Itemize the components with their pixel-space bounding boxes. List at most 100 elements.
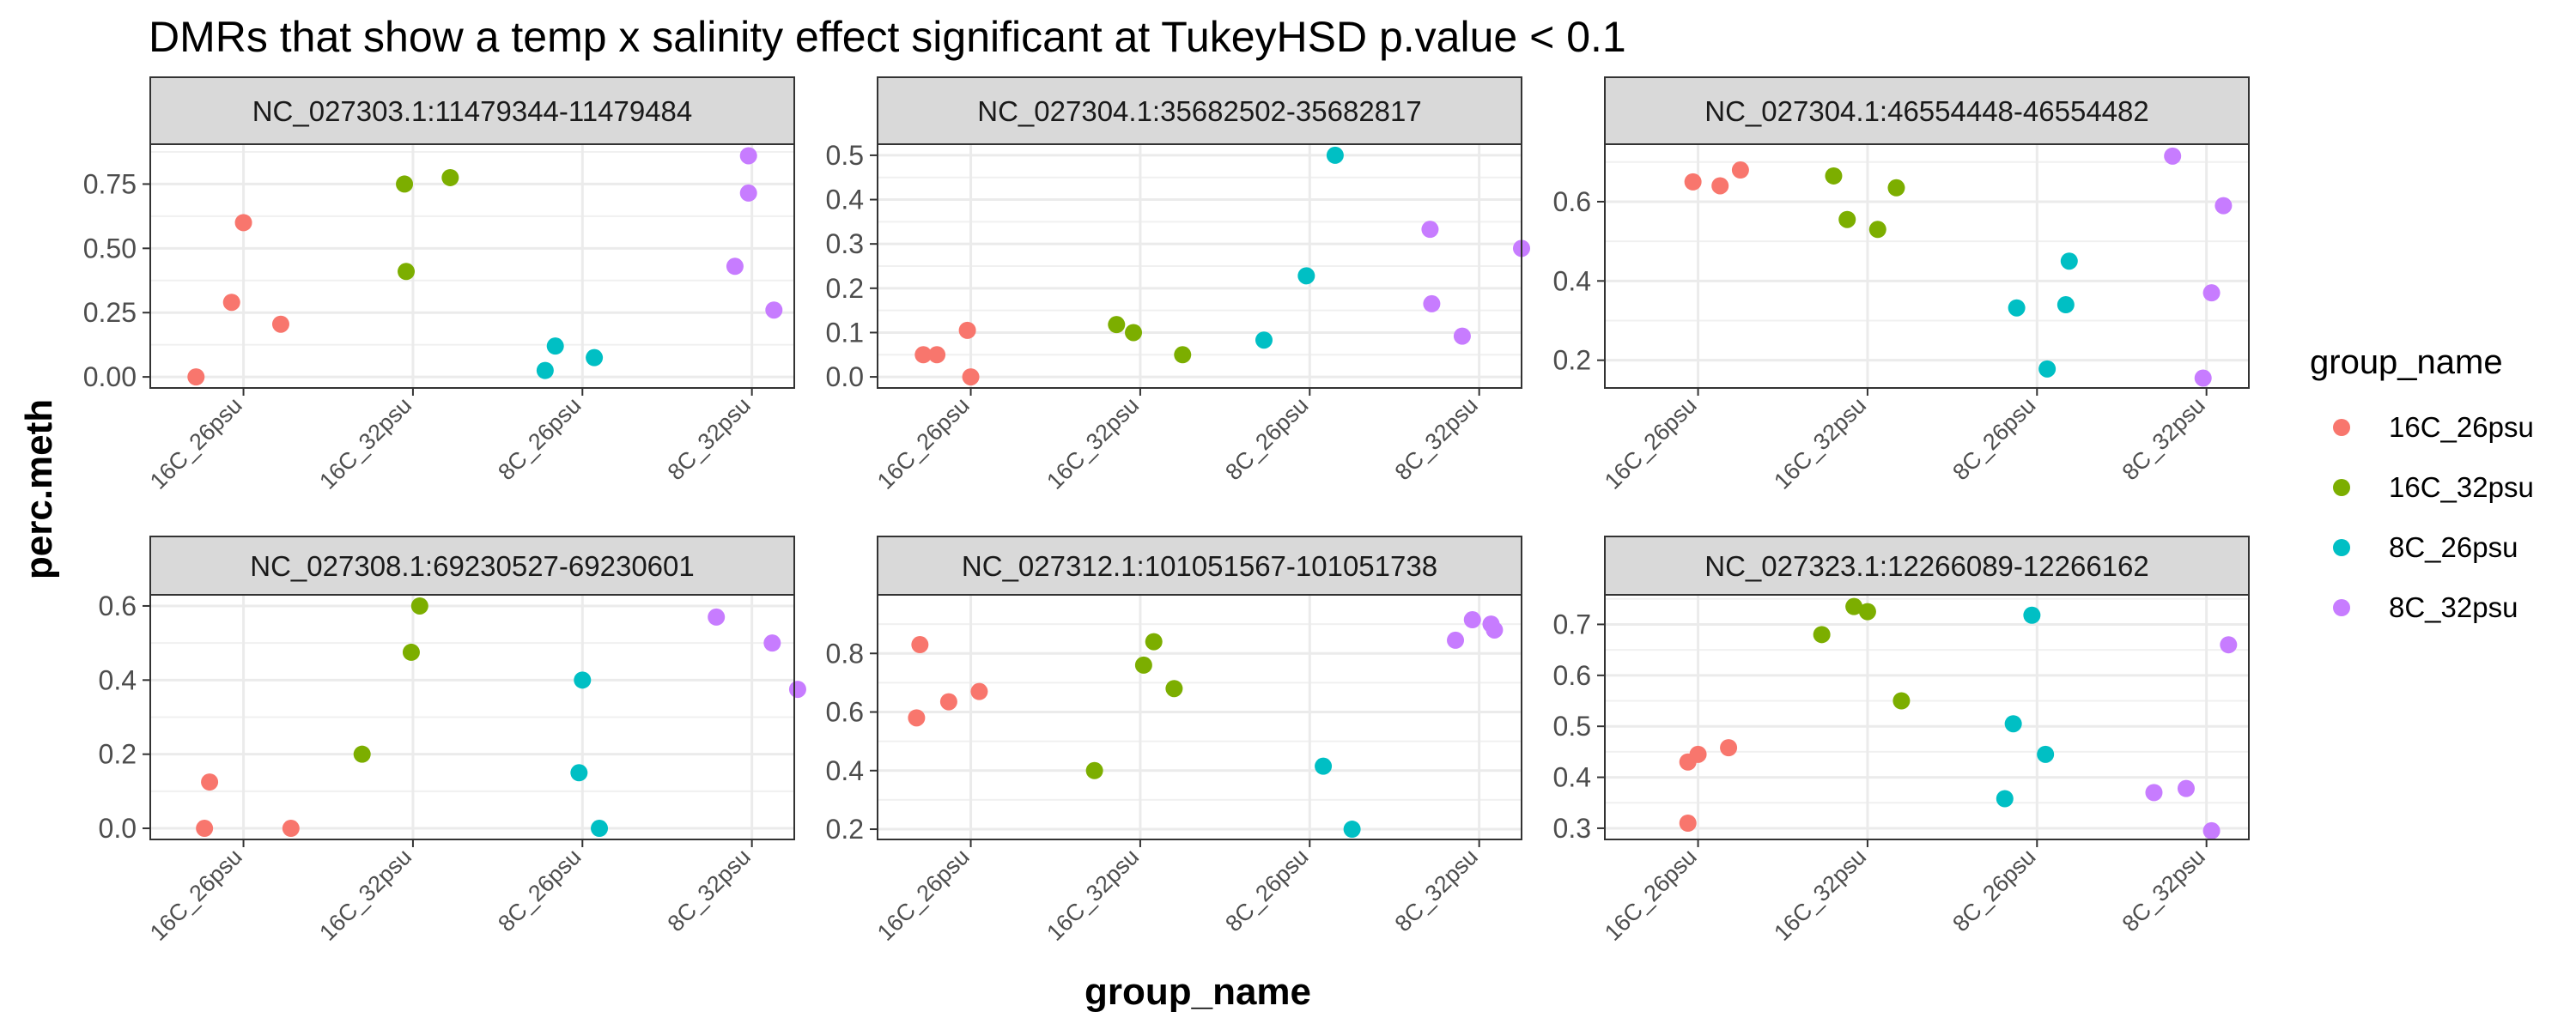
data-point — [196, 820, 214, 838]
data-point — [1453, 327, 1471, 345]
data-point — [1447, 631, 1465, 649]
data-point — [586, 348, 604, 367]
y-tick-label: 0.0 — [99, 813, 137, 844]
data-point — [1343, 821, 1361, 839]
facet-strip-title: NC_027308.1:69230527-69230601 — [250, 550, 694, 582]
y-tick-label: 0.4 — [1553, 265, 1591, 296]
data-point — [1813, 626, 1831, 644]
facet-strip-title: NC_027304.1:35682502-35682817 — [977, 95, 1421, 127]
data-point — [788, 681, 806, 699]
data-point — [1315, 757, 1333, 775]
data-point — [1868, 221, 1886, 239]
facet-strip-title: NC_027304.1:46554448-46554482 — [1704, 95, 2148, 127]
data-point — [765, 301, 783, 319]
y-tick-label: 0.7 — [1553, 609, 1591, 639]
data-point — [574, 671, 592, 689]
data-point — [911, 636, 929, 654]
data-point — [1085, 761, 1103, 779]
panel-background — [150, 144, 794, 388]
data-point — [2057, 296, 2075, 314]
data-point — [1893, 692, 1911, 710]
data-point — [441, 168, 459, 186]
y-tick-label: 0.2 — [99, 739, 137, 770]
legend-item: 16C_26psu — [2333, 411, 2534, 443]
data-point — [970, 682, 988, 700]
data-point — [1297, 267, 1315, 285]
data-point — [1255, 331, 1273, 349]
data-point — [201, 773, 219, 791]
panel-background — [1605, 595, 2249, 839]
y-tick-label: 0.6 — [1553, 660, 1591, 691]
y-tick-label: 0.0 — [826, 361, 864, 392]
data-point — [2004, 715, 2022, 733]
legend-label: 16C_32psu — [2389, 471, 2534, 503]
legend-label: 8C_32psu — [2389, 591, 2518, 623]
data-point — [271, 315, 289, 333]
y-tick-label: 0.4 — [826, 185, 864, 215]
data-point — [928, 346, 946, 364]
data-point — [708, 608, 726, 626]
data-point — [763, 634, 781, 652]
data-point — [1421, 221, 1439, 239]
data-point — [1720, 739, 1738, 757]
y-tick-label: 0.00 — [83, 361, 137, 392]
data-point — [2037, 745, 2055, 763]
data-point — [282, 820, 300, 838]
facet-strip — [149, 76, 795, 145]
y-tick-label: 0.5 — [1553, 711, 1591, 742]
y-tick-label: 0.6 — [1553, 186, 1591, 217]
y-tick-label: 0.1 — [826, 317, 864, 348]
data-point — [1887, 179, 1905, 197]
data-point — [1145, 633, 1163, 651]
data-point — [1711, 177, 1729, 195]
data-point — [2177, 779, 2195, 797]
legend-item: 8C_32psu — [2333, 591, 2518, 623]
data-point — [1125, 324, 1143, 342]
data-point — [1731, 161, 1749, 179]
y-tick-label: 0.2 — [1553, 345, 1591, 376]
data-point — [2194, 369, 2212, 387]
y-tick-label: 0.25 — [83, 297, 137, 328]
panel-border — [877, 143, 1522, 389]
data-point — [1858, 603, 1876, 621]
chart-title: DMRs that show a temp x salinity effect … — [149, 13, 1626, 61]
data-point — [591, 820, 609, 838]
data-point — [1845, 597, 1863, 615]
legend-key — [2333, 419, 2350, 436]
data-point — [2202, 284, 2221, 302]
data-point — [962, 368, 980, 386]
legend-key — [2333, 539, 2350, 556]
y-tick-label: 0.50 — [83, 233, 137, 264]
data-point — [739, 147, 757, 165]
legend-key — [2333, 599, 2350, 616]
data-point — [2008, 299, 2026, 317]
data-point — [570, 764, 588, 782]
facet-strip-title: NC_027303.1:11479344-11479484 — [252, 95, 693, 127]
data-point — [1485, 621, 1504, 639]
data-point — [739, 184, 757, 202]
facet-strip-title: NC_027312.1:101051567-101051738 — [962, 550, 1437, 582]
y-tick-label: 0.6 — [826, 697, 864, 728]
data-point — [1108, 316, 1126, 334]
data-point — [2202, 821, 2221, 839]
panel-border — [877, 594, 1522, 840]
legend: group_name 16C_26psu 16C_32psu 8C_26psu 8C_… — [2310, 343, 2534, 623]
y-tick-label: 0.3 — [826, 228, 864, 259]
data-point — [908, 709, 926, 727]
data-point — [536, 361, 554, 379]
y-tick-label: 0.8 — [826, 638, 864, 669]
y-tick-label: 0.5 — [826, 140, 864, 171]
data-point — [939, 693, 957, 711]
data-point — [546, 337, 564, 355]
data-point — [222, 294, 240, 312]
data-point — [2060, 252, 2078, 270]
legend-key — [2333, 479, 2350, 496]
legend-item: 8C_26psu — [2333, 531, 2518, 563]
data-point — [1326, 146, 1344, 164]
y-tick-label: 0.4 — [99, 664, 137, 695]
legend-item: 16C_32psu — [2333, 471, 2534, 503]
data-point — [914, 346, 933, 364]
data-point — [2038, 360, 2057, 378]
data-point — [1689, 745, 1707, 763]
